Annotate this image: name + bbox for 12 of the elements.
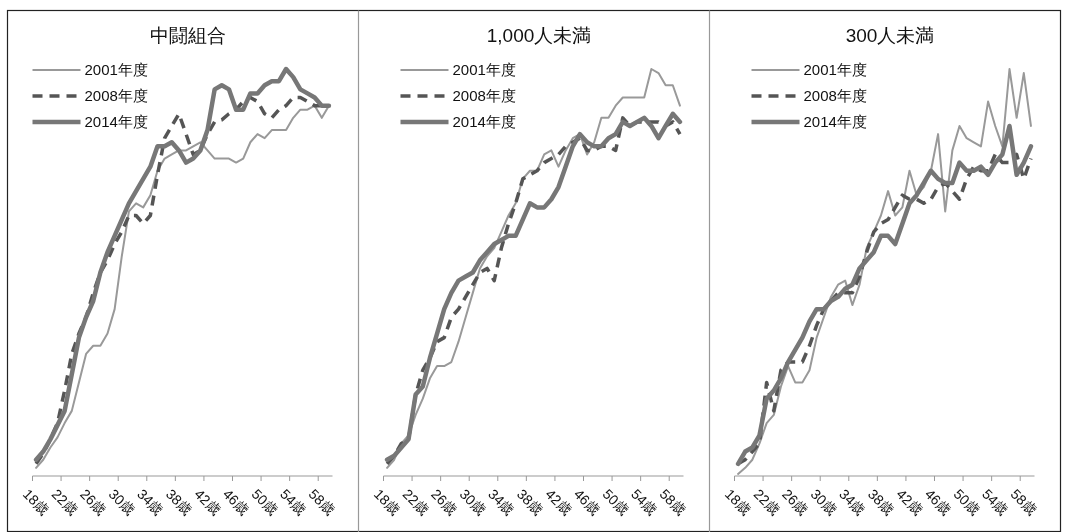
chart-title: 中闘組合 [150, 25, 226, 46]
legend-label: 2001年度 [452, 61, 516, 78]
legend-label: 2014年度 [84, 113, 148, 130]
legend-label: 2001年度 [84, 61, 148, 78]
legend-label: 2008年度 [84, 87, 148, 104]
legend-label: 2001年度 [803, 61, 867, 78]
chart-title: 300人未満 [845, 25, 935, 46]
legend-label: 2014年度 [452, 113, 516, 130]
chart-title: 1,000人未満 [486, 25, 592, 46]
legend-label: 2008年度 [803, 87, 867, 104]
legend-label: 2014年度 [803, 113, 867, 130]
legend-label: 2008年度 [452, 87, 516, 104]
